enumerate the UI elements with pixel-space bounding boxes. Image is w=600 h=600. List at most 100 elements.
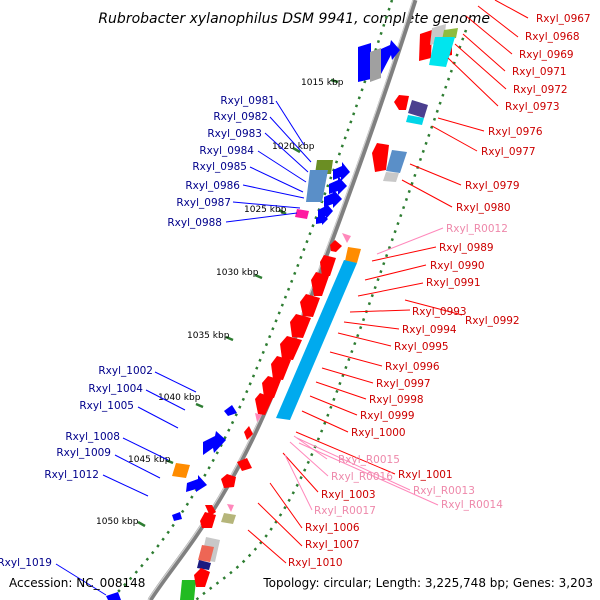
gene-label-rxyl-0980: Rxyl_0980 xyxy=(456,202,511,214)
reverse-gene-red-arrow xyxy=(394,95,409,110)
forward-genes xyxy=(106,40,400,600)
reverse-gene-red-arrow xyxy=(330,240,342,252)
scale-label-1045: 1045 kbp xyxy=(128,455,171,465)
scale-label-1025: 1025 kbp xyxy=(244,205,287,215)
reverse-gene-salmon xyxy=(198,545,214,562)
topology-text: Topology: circular; Length: 3,225,748 bp… xyxy=(262,576,593,590)
gene-label-rxyl-r0013: Rxyl_R0013 xyxy=(413,485,475,497)
scale-labels: 1015 kbp 1020 kbp 1025 kbp 1030 kbp 1035… xyxy=(96,78,344,527)
gene-label-rxyl-0969: Rxyl_0969 xyxy=(519,49,574,61)
gene-label-rxyl-0968: Rxyl_0968 xyxy=(525,31,580,43)
kbp-ticks xyxy=(137,78,339,528)
forward-gene-blue-arrow xyxy=(318,203,333,219)
gene-label-rxyl-r0014: Rxyl_R0014 xyxy=(441,499,503,511)
gene-label-rxyl-1010: Rxyl_1010 xyxy=(288,557,343,569)
forward-gene-blue-arrow xyxy=(380,40,400,76)
gene-label-rxyl-1006: Rxyl_1006 xyxy=(305,522,360,534)
gene-label-rxyl-0985: Rxyl_0985 xyxy=(192,161,247,173)
reverse-gene-khaki xyxy=(221,513,236,524)
scale-label-1035: 1035 kbp xyxy=(187,331,230,341)
scale-label-1040: 1040 kbp xyxy=(158,393,201,403)
reverse-gene-red-arrow xyxy=(290,314,311,338)
gene-label-rxyl-0989: Rxyl_0989 xyxy=(439,242,494,254)
forward-gene-gray xyxy=(370,48,381,82)
forward-gene-green xyxy=(180,580,196,600)
gene-label-rxyl-0992: Rxyl_0992 xyxy=(465,315,520,327)
reverse-gene-navy xyxy=(408,100,428,118)
scale-label-1030: 1030 kbp xyxy=(216,268,259,278)
reverse-gene-lightgray xyxy=(383,172,399,182)
gene-label-rxyl-0986: Rxyl_0986 xyxy=(185,180,240,192)
gene-label-rxyl-1001: Rxyl_1001 xyxy=(398,469,453,481)
reverse-genes xyxy=(194,24,458,587)
reverse-gene-pink xyxy=(227,504,234,512)
left-leader-lines xyxy=(55,100,312,596)
gene-label-rxyl-0979: Rxyl_0979 xyxy=(465,180,520,192)
gene-label-rxyl-0990: Rxyl_0990 xyxy=(430,260,485,272)
gene-label-rxyl-1005: Rxyl_1005 xyxy=(79,400,134,412)
gene-label-rxyl-1007: Rxyl_1007 xyxy=(305,539,360,551)
gene-label-rxyl-0967: Rxyl_0967 xyxy=(536,13,591,25)
gene-label-rxyl-0971: Rxyl_0971 xyxy=(512,66,567,78)
gene-label-rxyl-1019: Rxyl_1019 xyxy=(0,557,52,569)
reverse-gene-red-arrow xyxy=(205,505,216,516)
reverse-gene-red-arrow xyxy=(244,426,253,440)
reverse-gene-red-arrow xyxy=(311,272,329,296)
gene-label-rxyl-0983: Rxyl_0983 xyxy=(207,128,262,140)
forward-gene-blue-arrow xyxy=(224,405,237,416)
gene-label-rxyl-r0015: Rxyl_R0015 xyxy=(338,454,400,466)
gene-label-rxyl-0981: Rxyl_0981 xyxy=(220,95,275,107)
gene-label-rxyl-0998: Rxyl_0998 xyxy=(369,394,424,406)
gene-label-rxyl-0972: Rxyl_0972 xyxy=(513,84,568,96)
reverse-gene-red-arrow xyxy=(194,568,210,587)
gene-label-rxyl-0994: Rxyl_0994 xyxy=(402,324,457,336)
tick-tracks xyxy=(109,0,468,600)
gene-label-rxyl-r0017: Rxyl_R0017 xyxy=(314,505,376,517)
reverse-gene-red-arrow xyxy=(200,512,216,528)
right-labels: Rxyl_0967 Rxyl_0968 Rxyl_0969 Rxyl_0971 … xyxy=(288,13,591,569)
left-labels: Rxyl_0981 Rxyl_0982 Rxyl_0983 Rxyl_0984 … xyxy=(0,95,275,569)
gene-label-rxyl-1009: Rxyl_1009 xyxy=(56,447,111,459)
reverse-gene-red-arrow xyxy=(221,474,236,488)
gene-label-rxyl-0976: Rxyl_0976 xyxy=(488,126,543,138)
reverse-gene-pink xyxy=(342,233,351,243)
forward-gene-blue-arrow xyxy=(106,592,121,600)
gene-label-rxyl-0982: Rxyl_0982 xyxy=(213,111,268,123)
scale-label-1020: 1020 kbp xyxy=(272,142,315,152)
reverse-gene-red-arrow xyxy=(262,376,281,398)
gene-label-rxyl-1003: Rxyl_1003 xyxy=(321,489,376,501)
forward-gene-steelblue xyxy=(306,170,328,202)
reverse-gene-red-arrow xyxy=(237,458,252,471)
rna-leader-lines xyxy=(284,227,444,511)
gene-label-rxyl-0991: Rxyl_0991 xyxy=(426,277,481,289)
reverse-gene-orange xyxy=(345,247,361,263)
gene-label-rxyl-0977: Rxyl_0977 xyxy=(481,146,536,158)
gene-label-rxyl-1000: Rxyl_1000 xyxy=(351,427,406,439)
accession-text: Accession: NC_008148 xyxy=(9,576,145,590)
gene-label-rxyl-1004: Rxyl_1004 xyxy=(88,383,143,395)
gene-label-rxyl-0973: Rxyl_0973 xyxy=(505,101,560,113)
gene-label-rxyl-r0016: Rxyl_R0016 xyxy=(331,471,393,483)
scale-label-1015: 1015 kbp xyxy=(301,78,344,88)
reverse-gene-red-arrow xyxy=(372,143,389,172)
right-leader-lines xyxy=(247,0,529,564)
gene-label-rxyl-0999: Rxyl_0999 xyxy=(360,410,415,422)
reverse-gene-navy xyxy=(197,560,211,570)
reverse-gene-red-arrow xyxy=(271,356,291,380)
reverse-gene-pink xyxy=(255,413,262,422)
gene-label-rxyl-0996: Rxyl_0996 xyxy=(385,361,440,373)
reverse-gene-cyan xyxy=(406,115,424,125)
gene-label-rxyl-1012: Rxyl_1012 xyxy=(44,469,99,481)
gene-label-rxyl-1002: Rxyl_1002 xyxy=(98,365,153,377)
reverse-gene-steelblue xyxy=(386,150,407,173)
gene-label-rxyl-0995: Rxyl_0995 xyxy=(394,341,449,353)
gene-label-rxyl-0988: Rxyl_0988 xyxy=(167,217,222,229)
reverse-gene-red-arrow xyxy=(255,393,273,415)
forward-gene-blue-arrow xyxy=(358,43,371,82)
genome-title: Rubrobacter xylanophilus DSM 9941, compl… xyxy=(98,11,490,27)
forward-gene-blue-arrow xyxy=(333,162,350,181)
forward-gene-blue-arrow xyxy=(316,213,328,225)
forward-gene-orange xyxy=(172,463,190,478)
reverse-gene-red-arrow xyxy=(300,294,320,317)
